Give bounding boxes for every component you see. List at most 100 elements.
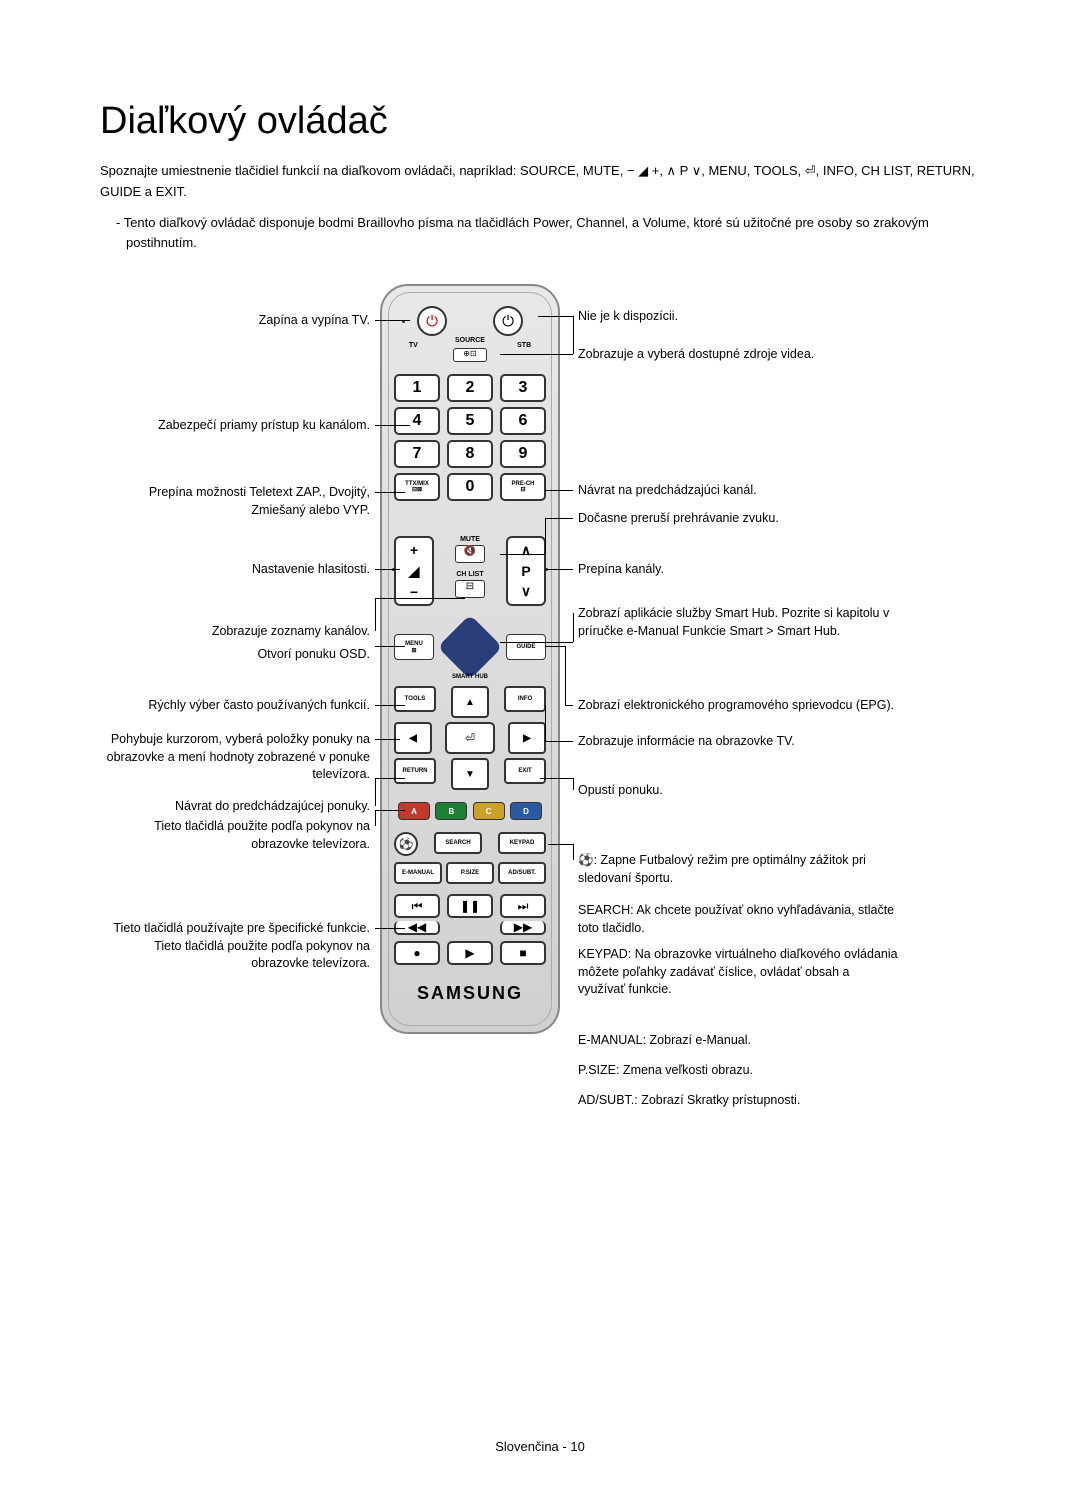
leader-line [545,518,546,554]
color-buttons-row: A B C D [382,802,558,820]
leader-line [573,778,574,790]
label-return: Návrat do predchádzajúcej ponuky. [175,798,370,816]
volume-button[interactable]: + ◢ − [394,536,434,606]
leader-line [565,646,566,705]
football-button[interactable]: ⚽ [394,832,418,856]
leader-line [545,646,565,647]
channel-button[interactable]: ∧ P ∨ [506,536,546,606]
leader-line [500,642,573,643]
label-direct-channel: Zabezpečí priamy prístup ku kanálom. [158,417,370,435]
label-keypad: KEYPAD: Na obrazovke virtuálneho diaľkov… [578,946,898,999]
stop-button[interactable]: ■ [500,941,546,965]
exit-button[interactable]: EXIT [504,758,546,784]
menu-button[interactable]: MENU⊞ [394,634,434,660]
search-button[interactable]: SEARCH [434,832,482,854]
leader-line [375,569,400,570]
label-smarthub: Zobrazí aplikácie služby Smart Hub. Pozr… [578,605,898,640]
arrow-right-button[interactable]: ▶ [508,722,546,754]
key-7[interactable]: 7 [394,440,440,468]
forward-button[interactable]: ▶▶ [500,921,546,935]
color-d-button[interactable]: D [510,802,542,820]
leader-line [538,316,573,317]
label-prech: Návrat na predchádzajúci kanál. [578,482,757,500]
tools-button[interactable]: TOOLS [394,686,436,712]
intro-note: - Tento diaľkový ovládač disponuje bodmi… [116,213,980,255]
source-label: SOURCE [382,337,558,344]
leader-line [500,354,573,355]
remote-diagram: ⏻ ⏻ TV STB SOURCE ⊕⊡ 1 2 3 4 5 6 7 8 [100,284,980,1134]
key-5[interactable]: 5 [447,407,493,435]
key-3[interactable]: 3 [500,374,546,402]
label-menu: Otvorí ponuku OSD. [257,646,370,664]
key-6[interactable]: 6 [500,407,546,435]
label-info: Zobrazuje informácie na obrazovke TV. [578,733,795,751]
leader-line [375,778,376,806]
arrow-down-button[interactable]: ▼ [451,758,489,790]
leader-line [573,316,574,354]
adsubt-button[interactable]: AD/SUBT. [498,862,546,884]
ttxmix-button[interactable]: TTX/MIX⊟⊠ [394,473,440,501]
mute-label: MUTE [460,536,480,543]
brand-logo: SAMSUNG [382,983,558,1004]
chlist-label: CH LIST [456,571,483,578]
emanual-button[interactable]: E-MANUAL [394,862,442,884]
key-2[interactable]: 2 [447,374,493,402]
leader-line [375,778,405,779]
key-9[interactable]: 9 [500,440,546,468]
leader-line [573,613,574,642]
record-button[interactable]: ● [394,941,440,965]
leader-line [375,705,405,706]
return-button[interactable]: RETURN [394,758,436,784]
power-button[interactable]: ⏻ [417,306,447,336]
dpad-section: TOOLS ▲ INFO ◀ ⏎ ▶ RETURN ▼ EXIT [382,686,558,790]
leader-line [375,928,405,929]
leader-line [375,425,410,426]
label-search: SEARCH: Ak chcete používať okno vyhľadáv… [578,902,898,937]
stb-power-button[interactable]: ⏻ [493,306,523,336]
leader-line [375,320,410,321]
arrow-up-button[interactable]: ▲ [451,686,489,718]
ok-button[interactable]: ⏎ [445,722,495,754]
prev-rewind-button[interactable]: ⏮ [394,894,440,918]
remote-body: ⏻ ⏻ TV STB SOURCE ⊕⊡ 1 2 3 4 5 6 7 8 [380,284,560,1034]
psize-button[interactable]: P.SIZE [446,862,494,884]
next-forward-button[interactable]: ⏭ [500,894,546,918]
key-4[interactable]: 4 [394,407,440,435]
key-0[interactable]: 0 [447,473,493,501]
label-exit: Opustí ponuku. [578,782,663,800]
label-playback: Tieto tlačidlá používajte pre špecifické… [100,920,370,973]
label-psize: P.SIZE: Zmena veľkosti obrazu. [578,1062,753,1080]
source-button[interactable]: ⊕⊡ [453,348,487,362]
leader-line [375,810,376,826]
guide-button[interactable]: GUIDE [506,634,546,660]
leader-line [375,739,400,740]
leader-line [545,569,573,570]
color-a-button[interactable]: A [398,802,430,820]
key-1[interactable]: 1 [394,374,440,402]
leader-line [540,778,573,779]
key-8[interactable]: 8 [447,440,493,468]
label-chlist: Zobrazuje zoznamy kanálov. [212,623,370,641]
leader-line [375,810,405,811]
color-c-button[interactable]: C [473,802,505,820]
number-keypad: 1 2 3 4 5 6 7 8 9 TTX/MIX⊟⊠ 0 PRE-CH⊟ [382,374,558,506]
info-button[interactable]: INFO [504,686,546,712]
label-not-available: Nie je k dispozícii. [578,308,678,326]
prech-button[interactable]: PRE-CH⊟ [500,473,546,501]
chlist-button[interactable]: ⊟ [455,580,485,598]
leader-line [375,598,376,631]
play-button[interactable]: ▶ [447,941,493,965]
pause-button[interactable]: ❚❚ [447,894,493,918]
keypad-button[interactable]: KEYPAD [498,832,546,854]
label-channel: Prepína kanály. [578,561,664,579]
smarthub-button[interactable] [437,615,502,680]
label-source: Zobrazuje a vyberá dostupné zdroje videa… [578,346,814,364]
arrow-left-button[interactable]: ◀ [394,722,432,754]
leader-line [565,705,573,706]
leader-line [375,598,465,599]
leader-line [545,741,573,742]
leader-line [500,554,545,555]
color-b-button[interactable]: B [435,802,467,820]
mute-button[interactable]: 🔇 [455,545,485,563]
leader-line [573,844,574,860]
